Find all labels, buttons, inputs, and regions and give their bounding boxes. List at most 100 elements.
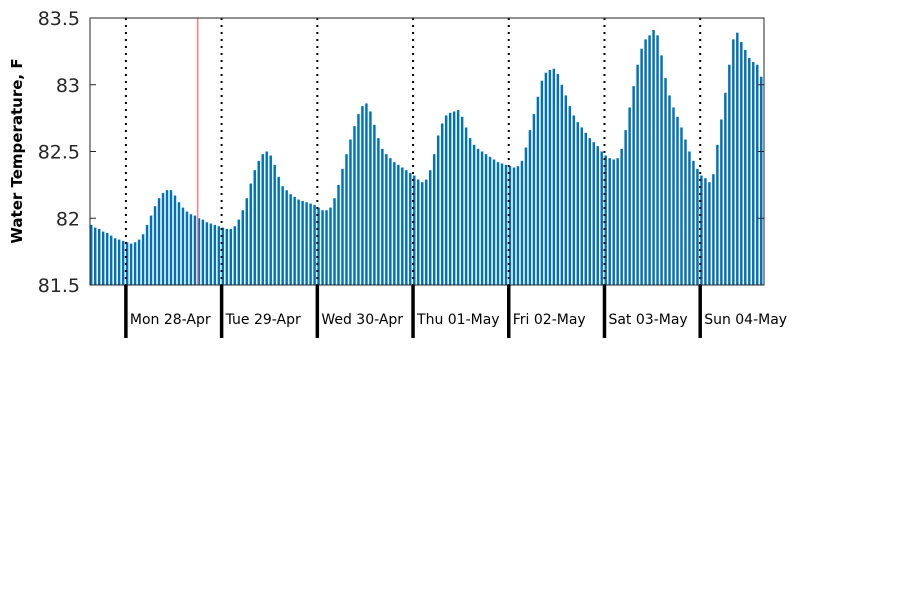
- bar: [185, 211, 189, 285]
- bar: [269, 155, 272, 285]
- bar: [101, 231, 105, 285]
- bar: [213, 224, 217, 285]
- bar: [668, 95, 671, 286]
- bar: [189, 214, 193, 285]
- bar: [588, 138, 591, 285]
- bar: [129, 243, 133, 285]
- bar: [520, 160, 524, 285]
- bar: [516, 166, 520, 285]
- bar: [560, 84, 564, 285]
- bar: [385, 154, 388, 285]
- bar: [225, 228, 229, 285]
- day-labels: Mon 28-Apr Tue 29-Apr Wed 30-Apr Thu 01-May…: [130, 312, 787, 328]
- bar: [317, 207, 320, 285]
- bar: [760, 76, 763, 286]
- bar: [696, 168, 699, 285]
- bar: [257, 160, 260, 285]
- bar: [652, 30, 655, 285]
- bar: [285, 190, 288, 285]
- bar: [440, 123, 444, 285]
- bar: [161, 192, 165, 285]
- day-label: Sat 03-May: [608, 312, 687, 328]
- bar: [608, 158, 611, 285]
- bar: [93, 227, 97, 285]
- bar: [297, 199, 300, 285]
- bar: [676, 116, 679, 285]
- bar: [620, 148, 623, 285]
- bar: [716, 144, 719, 285]
- bar: [137, 239, 141, 285]
- bar: [468, 138, 472, 285]
- bar: [377, 138, 380, 285]
- day-label: Sun 04-May: [704, 312, 787, 328]
- bar: [401, 167, 404, 285]
- bar: [289, 194, 292, 285]
- bar: [381, 148, 384, 285]
- bar: [169, 190, 173, 285]
- bar: [249, 183, 252, 285]
- bar: [512, 167, 516, 285]
- bar: [624, 130, 627, 285]
- bar: [209, 223, 213, 285]
- bar: [508, 166, 512, 285]
- bar: [265, 151, 268, 285]
- bar: [365, 103, 368, 285]
- bar: [125, 242, 129, 285]
- bar: [556, 74, 560, 285]
- bar: [688, 151, 691, 285]
- bar: [476, 148, 480, 285]
- bar: [744, 50, 747, 285]
- bar: [456, 110, 460, 285]
- bar: [552, 68, 556, 285]
- bar: [448, 112, 452, 285]
- bar: [752, 62, 755, 285]
- bar: [496, 162, 500, 285]
- bar: [313, 204, 316, 285]
- day-divider-lines: [124, 18, 702, 285]
- bar: [648, 35, 651, 285]
- bar: [708, 182, 711, 285]
- bar: [612, 159, 615, 285]
- bar: [460, 116, 464, 285]
- bar: [301, 200, 304, 285]
- bar: [309, 203, 312, 285]
- bar: [361, 106, 364, 285]
- bar: [113, 238, 117, 285]
- bar: [177, 202, 181, 285]
- y-axis: 81.5 82 82.5 83 83.5: [38, 8, 764, 297]
- bar: [237, 219, 241, 285]
- bar: [636, 64, 639, 285]
- bar: [536, 96, 540, 286]
- y-tick-label: 82.5: [38, 142, 80, 164]
- day-label: Wed 30-Apr: [321, 312, 403, 328]
- bar: [221, 227, 225, 285]
- bar: [357, 114, 360, 286]
- bar: [492, 159, 496, 285]
- bar: [484, 154, 488, 285]
- bar: [229, 228, 233, 285]
- bar: [728, 64, 731, 285]
- y-tick-label: 83.5: [38, 8, 80, 30]
- bar: [720, 119, 723, 286]
- y-tick-label: 81.5: [38, 275, 80, 297]
- bar: [488, 156, 492, 285]
- bar-series: [90, 30, 763, 286]
- bar: [732, 39, 735, 285]
- bar: [337, 184, 340, 286]
- bar: [504, 164, 508, 285]
- bar: [345, 154, 348, 285]
- bar: [524, 147, 528, 285]
- bar: [656, 35, 659, 285]
- bar: [97, 228, 101, 285]
- bar: [90, 224, 93, 285]
- bar: [389, 158, 392, 285]
- day-tick-marks: [124, 285, 702, 338]
- bar: [241, 210, 245, 285]
- bar: [109, 235, 113, 285]
- bar: [628, 107, 631, 285]
- bar: [201, 219, 205, 285]
- bar: [333, 198, 336, 285]
- bar: [604, 155, 607, 285]
- bar: [121, 240, 125, 285]
